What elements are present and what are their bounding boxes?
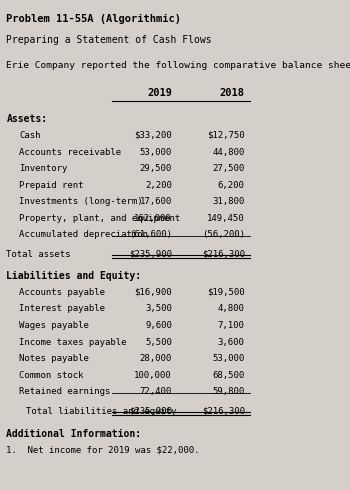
Text: 29,500: 29,500 (140, 164, 172, 173)
Text: Problem 11-55A (Algorithmic): Problem 11-55A (Algorithmic) (6, 14, 181, 24)
Text: 4,800: 4,800 (218, 304, 245, 314)
Text: 28,000: 28,000 (140, 354, 172, 363)
Text: 3,600: 3,600 (218, 338, 245, 346)
Text: 68,500: 68,500 (212, 371, 245, 380)
Text: Wages payable: Wages payable (19, 321, 89, 330)
Text: 100,000: 100,000 (134, 371, 172, 380)
Text: Assets:: Assets: (6, 115, 48, 124)
Text: $33,200: $33,200 (134, 131, 172, 140)
Text: Retained earnings: Retained earnings (19, 387, 110, 396)
Text: Common stock: Common stock (19, 371, 83, 380)
Text: Accounts payable: Accounts payable (19, 288, 105, 297)
Text: $16,900: $16,900 (134, 288, 172, 297)
Text: Additional Information:: Additional Information: (6, 429, 141, 439)
Text: 7,100: 7,100 (218, 321, 245, 330)
Text: Prepaid rent: Prepaid rent (19, 181, 83, 190)
Text: Notes payable: Notes payable (19, 354, 89, 363)
Text: 27,500: 27,500 (212, 164, 245, 173)
Text: 9,600: 9,600 (145, 321, 172, 330)
Text: Interest payable: Interest payable (19, 304, 105, 314)
Text: $19,500: $19,500 (207, 288, 245, 297)
Text: 162,000: 162,000 (134, 214, 172, 223)
Text: 3,500: 3,500 (145, 304, 172, 314)
Text: 5,500: 5,500 (145, 338, 172, 346)
Text: 2018: 2018 (220, 88, 245, 98)
Text: Income taxes payable: Income taxes payable (19, 338, 126, 346)
Text: 1.  Net income for 2019 was $22,000.: 1. Net income for 2019 was $22,000. (6, 446, 200, 455)
Text: 2019: 2019 (147, 88, 172, 98)
Text: 17,600: 17,600 (140, 197, 172, 206)
Text: 59,800: 59,800 (212, 387, 245, 396)
Text: (56,200): (56,200) (202, 230, 245, 240)
Text: 31,800: 31,800 (212, 197, 245, 206)
Text: (61,600): (61,600) (129, 230, 172, 240)
Text: 149,450: 149,450 (207, 214, 245, 223)
Text: Total assets: Total assets (6, 250, 71, 259)
Text: Inventory: Inventory (19, 164, 67, 173)
Text: 53,000: 53,000 (212, 354, 245, 363)
Text: 6,200: 6,200 (218, 181, 245, 190)
Text: $235,900: $235,900 (129, 407, 172, 416)
Text: Accounts receivable: Accounts receivable (19, 147, 121, 157)
Text: Liabilities and Equity:: Liabilities and Equity: (6, 271, 141, 281)
Text: $216,300: $216,300 (202, 407, 245, 416)
Text: $12,750: $12,750 (207, 131, 245, 140)
Text: 72,400: 72,400 (140, 387, 172, 396)
Text: 2,200: 2,200 (145, 181, 172, 190)
Text: 44,800: 44,800 (212, 147, 245, 157)
Text: 53,000: 53,000 (140, 147, 172, 157)
Text: $235,900: $235,900 (129, 250, 172, 259)
Text: Investments (long-term): Investments (long-term) (19, 197, 142, 206)
Text: Accumulated depreciation: Accumulated depreciation (19, 230, 148, 240)
Text: Preparing a Statement of Cash Flows: Preparing a Statement of Cash Flows (6, 34, 212, 45)
Text: Cash: Cash (19, 131, 41, 140)
Text: Erie Company reported the following comparative balance sheets:: Erie Company reported the following comp… (6, 61, 350, 71)
Text: Total liabilities and equity: Total liabilities and equity (27, 407, 177, 416)
Text: Property, plant, and equipment: Property, plant, and equipment (19, 214, 180, 223)
Text: $216,300: $216,300 (202, 250, 245, 259)
